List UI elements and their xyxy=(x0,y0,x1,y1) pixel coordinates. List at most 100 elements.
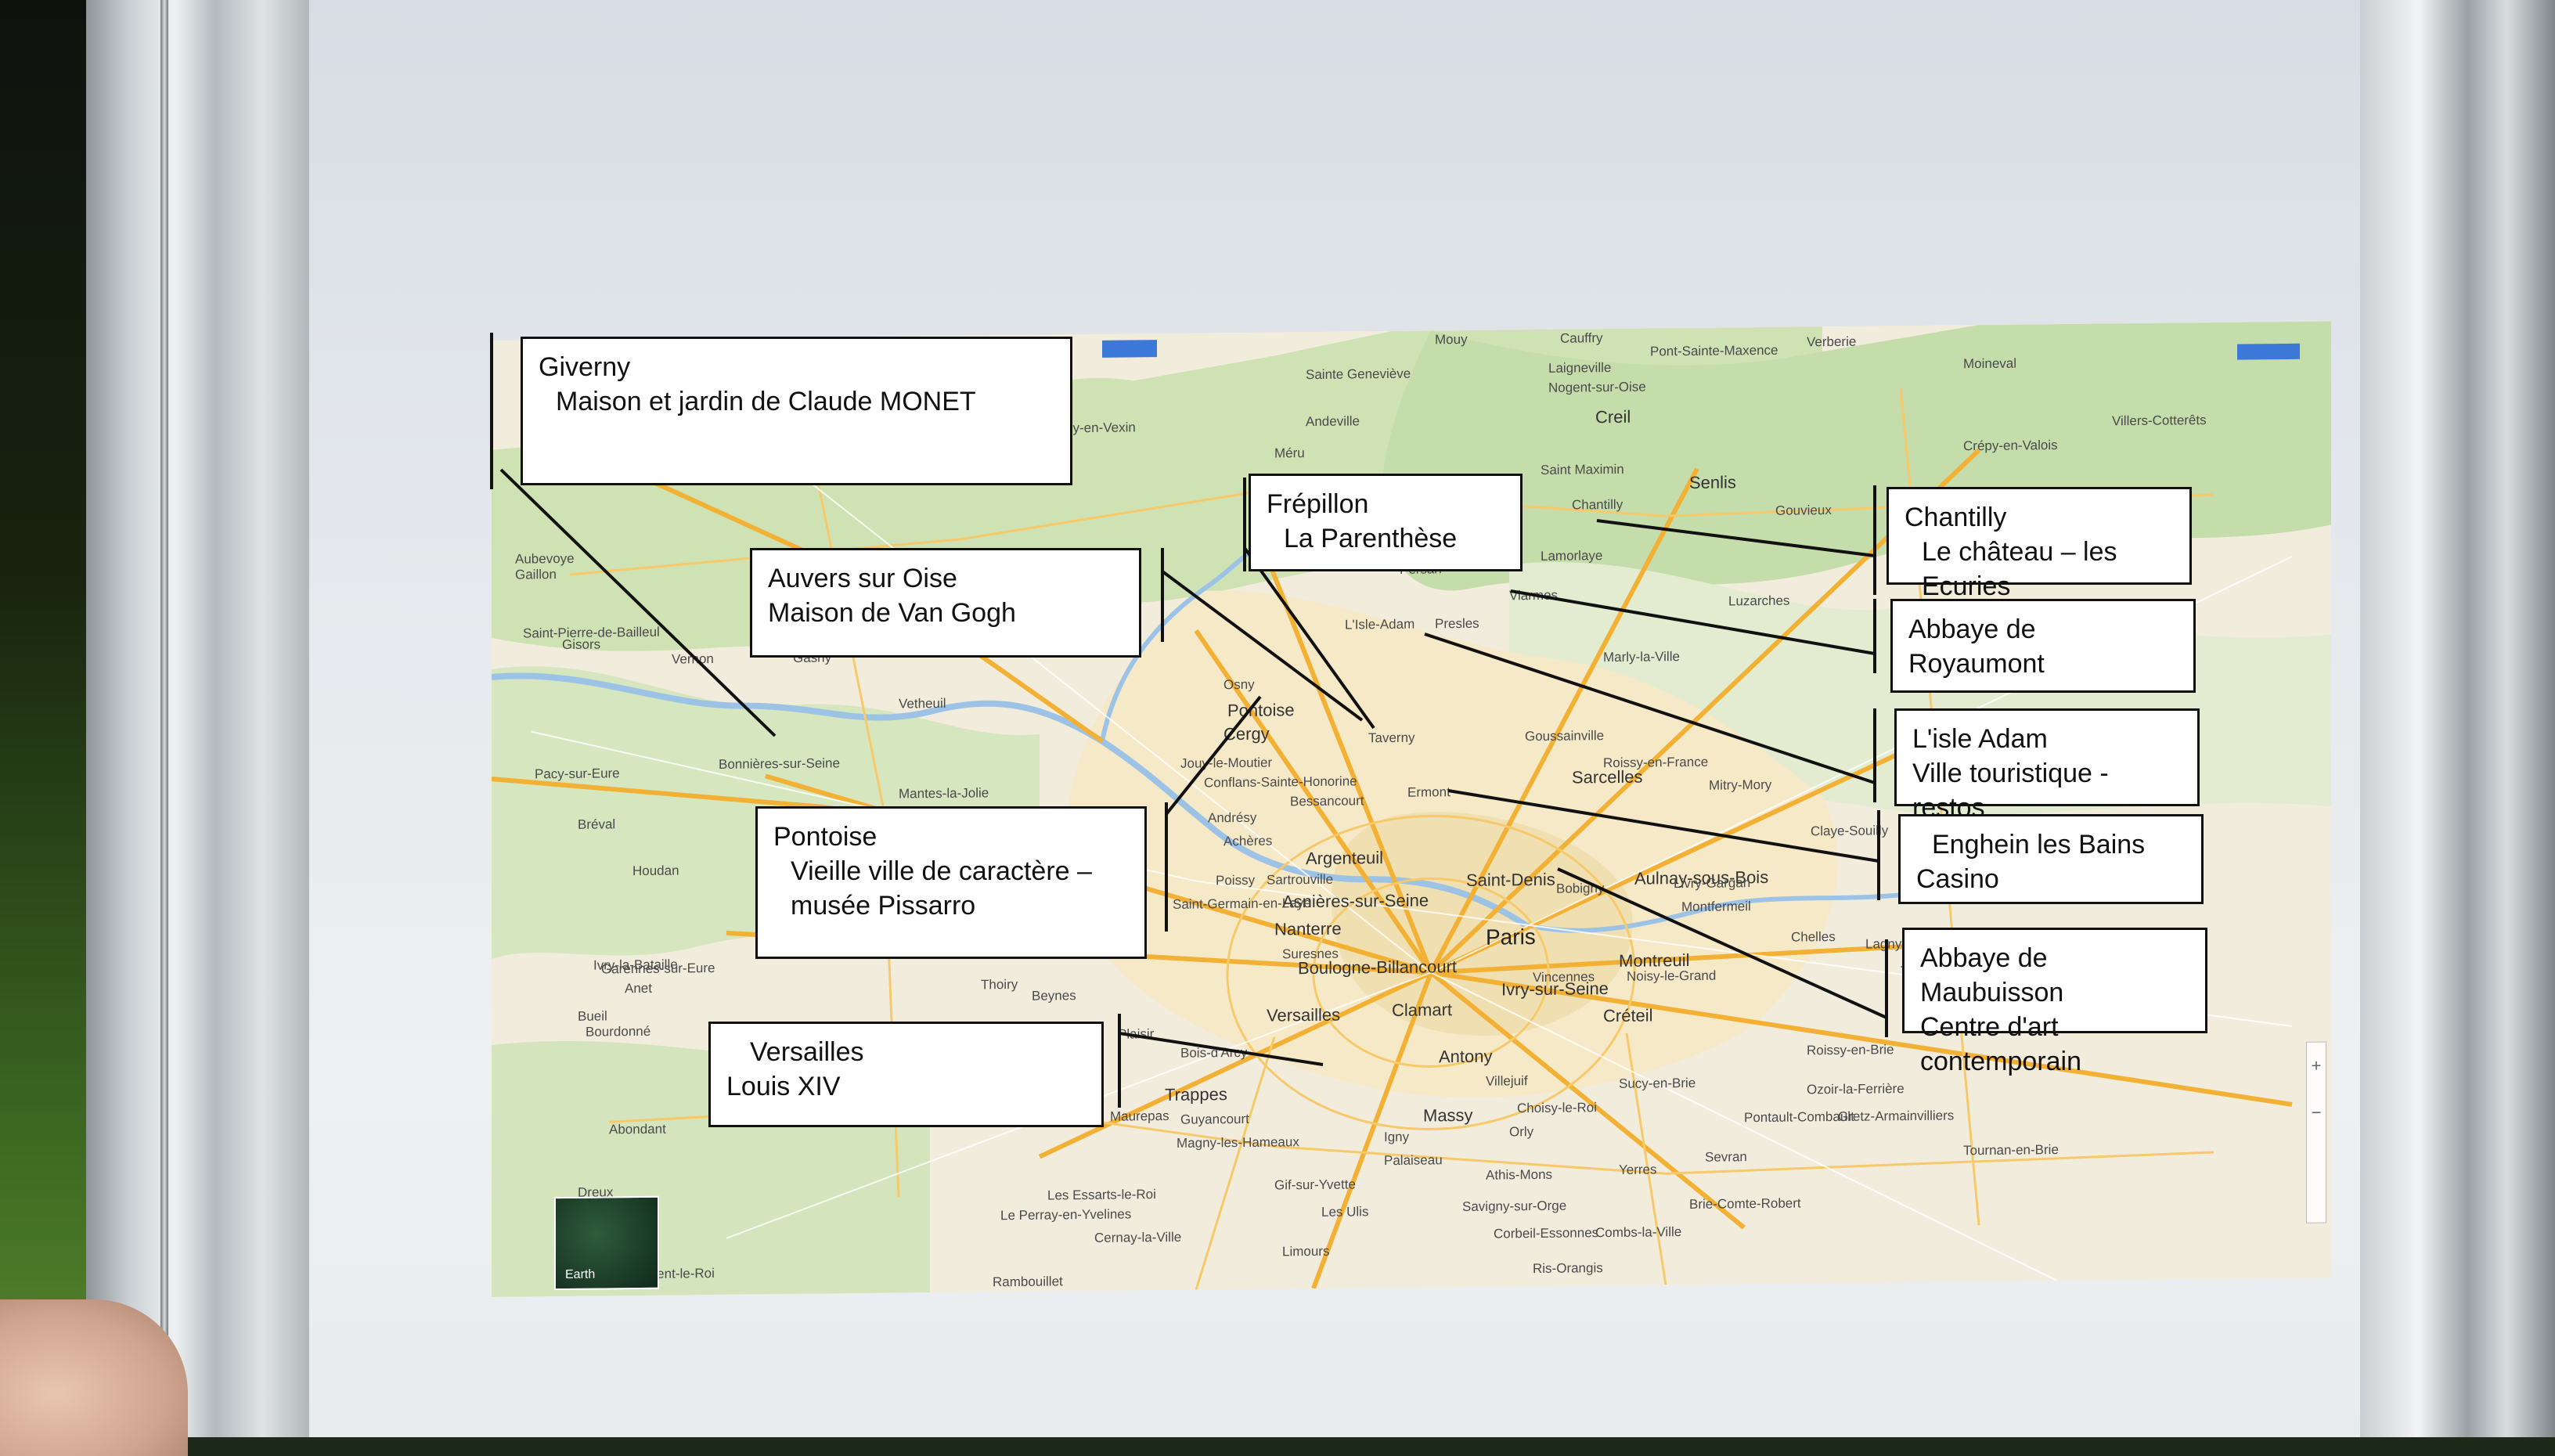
map-label-small: Bourdonné xyxy=(586,1023,651,1040)
map-label-small: Poissy xyxy=(1216,872,1256,888)
map-label-small: Verberie xyxy=(1807,333,1857,350)
map-label-mid: Clamart xyxy=(1392,1000,1453,1020)
map-label-small: Moineval xyxy=(1963,355,2017,372)
map-label-small: Palaiseau xyxy=(1384,1152,1443,1169)
map-label-small: Bueil xyxy=(578,1008,607,1024)
map-label-small: Ris-Orangis xyxy=(1533,1260,1603,1277)
map-label-small: Yerres xyxy=(1619,1162,1657,1177)
map-label-small: Rambouillet xyxy=(993,1274,1063,1290)
map-label-small: Houdan xyxy=(632,863,679,879)
zoom-control[interactable]: + − xyxy=(2306,1041,2326,1224)
map-label-mid: Nanterre xyxy=(1274,918,1342,939)
callout-title: Enghein les Bains xyxy=(1932,830,2146,860)
map-label-small: Les Ulis xyxy=(1321,1204,1369,1220)
map-sign-in-button[interactable] xyxy=(2237,343,2300,360)
map-search-button[interactable] xyxy=(1102,340,1157,358)
map-label-small: Suresnes xyxy=(1282,946,1339,962)
map-label-small: Vetheuil xyxy=(899,695,946,712)
map-label-small: Villejuif xyxy=(1486,1073,1528,1089)
map-label-small: Taverny xyxy=(1368,730,1415,746)
map-label-small: Beynes xyxy=(1032,988,1076,1004)
map-label-major: Paris xyxy=(1486,924,1536,950)
map-label-small: Garennes-sur-Eure xyxy=(601,960,715,977)
callout-versailles: Versailles Louis XIV xyxy=(708,1022,1104,1127)
map-label-mid: Bobigny xyxy=(1556,881,1605,896)
map-label-small: Cauffry xyxy=(1560,330,1603,346)
callout-subtitle: Centre d'art contemporain xyxy=(1920,1012,2082,1076)
map-label-small: Nogent-sur-Oise xyxy=(1548,379,1646,395)
map-label-small: Méru xyxy=(1274,445,1305,461)
map-label-mid: Pontoise xyxy=(1227,700,1295,721)
map-label-small: Osny xyxy=(1223,676,1255,693)
map-label-small: Villers-Cotterêts xyxy=(2112,413,2207,429)
map-label-small: Le Perray-en-Yvelines xyxy=(1000,1206,1132,1224)
zoom-out-icon[interactable]: − xyxy=(2311,1102,2322,1123)
callout-lisle-adam: L'isle Adam Ville touristique - restos xyxy=(1894,708,2200,823)
map-label-small: Montfermeil xyxy=(1681,899,1751,915)
map-label-small: Saint-Pierre-de-Bailleul xyxy=(523,624,660,641)
earth-label: Earth xyxy=(565,1267,596,1282)
map-label-small: Conflans-Sainte-Honorine xyxy=(1204,773,1357,791)
callout-pontoise: Pontoise Vieille ville de caractère – mu… xyxy=(755,806,1147,959)
map-label-small: Bréval xyxy=(578,816,616,832)
callout-title: Pontoise xyxy=(773,822,877,852)
map-label-small: Bessancourt xyxy=(1290,793,1364,809)
callout-title: Frépillon xyxy=(1267,489,1369,519)
map-label-mid: Vincennes xyxy=(1533,969,1595,986)
map-label-small: Anet xyxy=(625,980,652,996)
map-label-small: Roissy-en-Brie xyxy=(1807,1042,1894,1058)
map-label-small: Sainte Geneviève xyxy=(1306,366,1411,383)
callout-subtitle: Maison de Van Gogh xyxy=(768,598,1016,628)
earth-view-toggle[interactable]: Earth xyxy=(554,1195,659,1291)
map-label-small: Viarmes xyxy=(1509,587,1559,604)
map-label-small: Mouy xyxy=(1435,331,1468,348)
map-label-mid: Créteil xyxy=(1603,1005,1653,1026)
map-label-small: Thoiry xyxy=(981,976,1018,993)
callout-giverny: Giverny Maison et jardin de Claude MONET xyxy=(521,337,1072,485)
map-label-small: Ozoir-la-Ferrière xyxy=(1807,1081,1905,1097)
binder-sleeve-right xyxy=(2360,0,2555,1437)
map-label-mid: Antony xyxy=(1439,1046,1493,1067)
map-label-small: Ermont xyxy=(1407,784,1450,800)
map-label-small: Cernay-la-Ville xyxy=(1094,1229,1182,1245)
map-label-small: Corbeil-Essonnes xyxy=(1494,1225,1599,1242)
map-label-small: Magny-les-Hameaux xyxy=(1177,1134,1299,1151)
map-label-small: Crépy-en-Valois xyxy=(1963,438,2058,454)
map-label-mid: Sevran xyxy=(1705,1149,1747,1165)
callout-subtitle: Casino xyxy=(1916,864,1999,894)
map-label-small: Laigneville xyxy=(1548,360,1612,376)
map-label-mid: Noisy-le-Grand xyxy=(1627,968,1717,984)
map-label-small: Gouvieux xyxy=(1775,503,1832,518)
map-label-small: Sucy-en-Brie xyxy=(1619,1075,1696,1091)
map-label-small: Savigny-sur-Orge xyxy=(1462,1198,1567,1215)
map-label-small: Gif-sur-Yvette xyxy=(1274,1177,1356,1193)
map-label-small: Pontault-Combault xyxy=(1744,1108,1854,1126)
zoom-in-icon[interactable]: + xyxy=(2311,1055,2322,1076)
map-label-mid: Argenteuil xyxy=(1306,848,1384,869)
callout-title: Auvers sur Oise xyxy=(768,564,957,593)
map-label-small: Choisy-le-Roi xyxy=(1517,1100,1598,1116)
map-label-mid: Saint-Denis xyxy=(1466,869,1555,890)
map-label-small: Bois-d'Arcy xyxy=(1180,1044,1248,1061)
callout-maubuisson: Abbaye de Maubuisson Centre d'art contem… xyxy=(1902,928,2207,1076)
map-label-small: Maurepas xyxy=(1110,1108,1169,1124)
map-label-small: L'Isle-Adam xyxy=(1345,616,1415,632)
callout-title: Abbaye de Royaumont xyxy=(1908,614,2045,679)
map-label-small: Les Essarts-le-Roi xyxy=(1047,1187,1156,1203)
callout-title: L'isle Adam xyxy=(1912,724,2048,754)
callout-subtitle: Louis XIV xyxy=(726,1072,841,1101)
map-label-small: Igny xyxy=(1384,1129,1410,1145)
map-label-small: Aubevoye xyxy=(515,550,575,567)
callout-frepillon: Frépillon La Parenthèse xyxy=(1249,474,1523,571)
map-label-small: Bonnières-sur-Seine xyxy=(719,755,840,772)
callout-subtitle: La Parenthèse xyxy=(1284,524,1458,553)
callout-title: Giverny xyxy=(539,352,631,382)
callout-subtitle: Vieille ville de caractère – musée Pissa… xyxy=(791,856,1092,921)
map-label-mid: Chantilly xyxy=(1572,496,1623,513)
map-label-small: Pacy-sur-Eure xyxy=(535,766,620,782)
map-label-small: Marly-la-Ville xyxy=(1603,649,1680,665)
map-label-small: Gretz-Armainvilliers xyxy=(1838,1108,1955,1124)
map-label-small: Pont-Sainte-Maxence xyxy=(1650,342,1778,359)
map-label-mid: Trappes xyxy=(1165,1084,1227,1105)
callout-title: Versailles xyxy=(750,1037,864,1067)
